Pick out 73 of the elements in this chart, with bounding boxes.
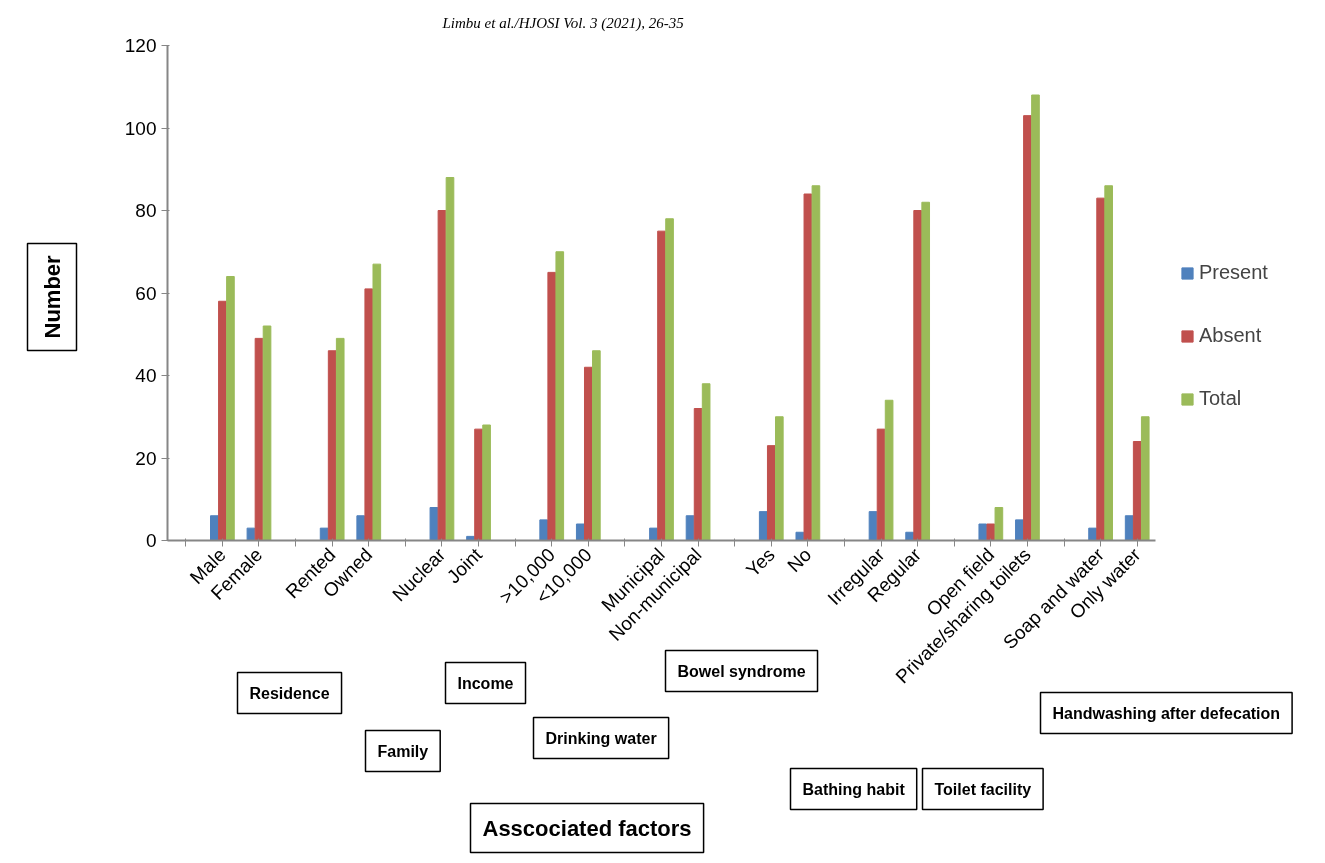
bar bbox=[445, 177, 455, 541]
bar bbox=[335, 337, 345, 541]
legend-label: Present bbox=[1199, 261, 1268, 284]
bar bbox=[327, 350, 337, 541]
bar bbox=[766, 445, 776, 541]
bar bbox=[1023, 115, 1032, 541]
bar bbox=[218, 300, 227, 541]
text: Drinking water bbox=[545, 729, 657, 747]
bar bbox=[811, 185, 821, 541]
bar bbox=[758, 511, 768, 541]
bar bbox=[803, 193, 813, 541]
bar bbox=[539, 519, 548, 541]
bar bbox=[1096, 197, 1105, 541]
text: Bowel syndrome bbox=[677, 662, 806, 680]
bar bbox=[665, 218, 674, 541]
bar bbox=[775, 416, 784, 541]
bar bbox=[693, 408, 703, 541]
text: Limbu et al./HJOSI Vol. 3 (2021), 26-35 bbox=[441, 14, 685, 32]
bar bbox=[364, 288, 374, 541]
bar bbox=[226, 276, 235, 541]
text: Toilet facility bbox=[934, 780, 1032, 798]
bar bbox=[583, 366, 593, 541]
bar bbox=[1124, 515, 1134, 541]
y-tick-label: 80 bbox=[135, 200, 157, 221]
bar bbox=[592, 350, 601, 541]
text: Residence bbox=[249, 684, 330, 702]
bar bbox=[356, 515, 366, 541]
text: Bathing habit bbox=[802, 780, 906, 798]
bar bbox=[474, 428, 483, 541]
bar bbox=[210, 515, 219, 541]
bar bbox=[868, 511, 878, 541]
bar bbox=[1104, 185, 1113, 541]
bar bbox=[555, 251, 565, 541]
y-tick-label: 0 bbox=[145, 530, 157, 551]
bar bbox=[575, 523, 585, 541]
bar bbox=[482, 424, 491, 541]
text: Family bbox=[377, 742, 429, 760]
bar bbox=[685, 515, 695, 541]
bar bbox=[913, 210, 922, 541]
bar bbox=[876, 428, 886, 541]
bar bbox=[978, 523, 988, 541]
bar bbox=[1132, 441, 1142, 541]
y-tick-label: 120 bbox=[124, 35, 157, 56]
text: Asscociated factors bbox=[482, 815, 692, 841]
bar bbox=[372, 263, 382, 541]
bar bbox=[262, 325, 272, 541]
bar bbox=[649, 527, 658, 541]
bar bbox=[1088, 527, 1097, 541]
bar bbox=[701, 383, 711, 541]
x-tick-label: Yes bbox=[741, 544, 779, 581]
bar bbox=[1031, 94, 1040, 541]
bar bbox=[657, 230, 666, 541]
bar bbox=[1140, 416, 1150, 541]
text: Handwashing after defecation bbox=[1052, 704, 1281, 722]
legend-label: Absent bbox=[1199, 324, 1262, 347]
y-tick-label: 40 bbox=[135, 365, 157, 386]
bar bbox=[429, 507, 439, 541]
bar bbox=[437, 210, 447, 541]
bar bbox=[921, 201, 931, 541]
bar bbox=[319, 527, 329, 541]
x-tick-label: No bbox=[783, 544, 816, 577]
bar bbox=[1015, 519, 1024, 541]
bar bbox=[994, 507, 1004, 541]
y-axis-title: Number bbox=[39, 254, 65, 339]
bar bbox=[547, 271, 557, 541]
text: Income bbox=[457, 674, 514, 692]
bar bbox=[254, 337, 264, 541]
y-tick-label: 20 bbox=[135, 447, 157, 469]
bar bbox=[246, 527, 256, 541]
y-tick-label: 60 bbox=[135, 282, 157, 304]
y-tick-label: 100 bbox=[124, 117, 157, 139]
bar bbox=[884, 399, 894, 541]
legend-label: Total bbox=[1199, 387, 1242, 410]
